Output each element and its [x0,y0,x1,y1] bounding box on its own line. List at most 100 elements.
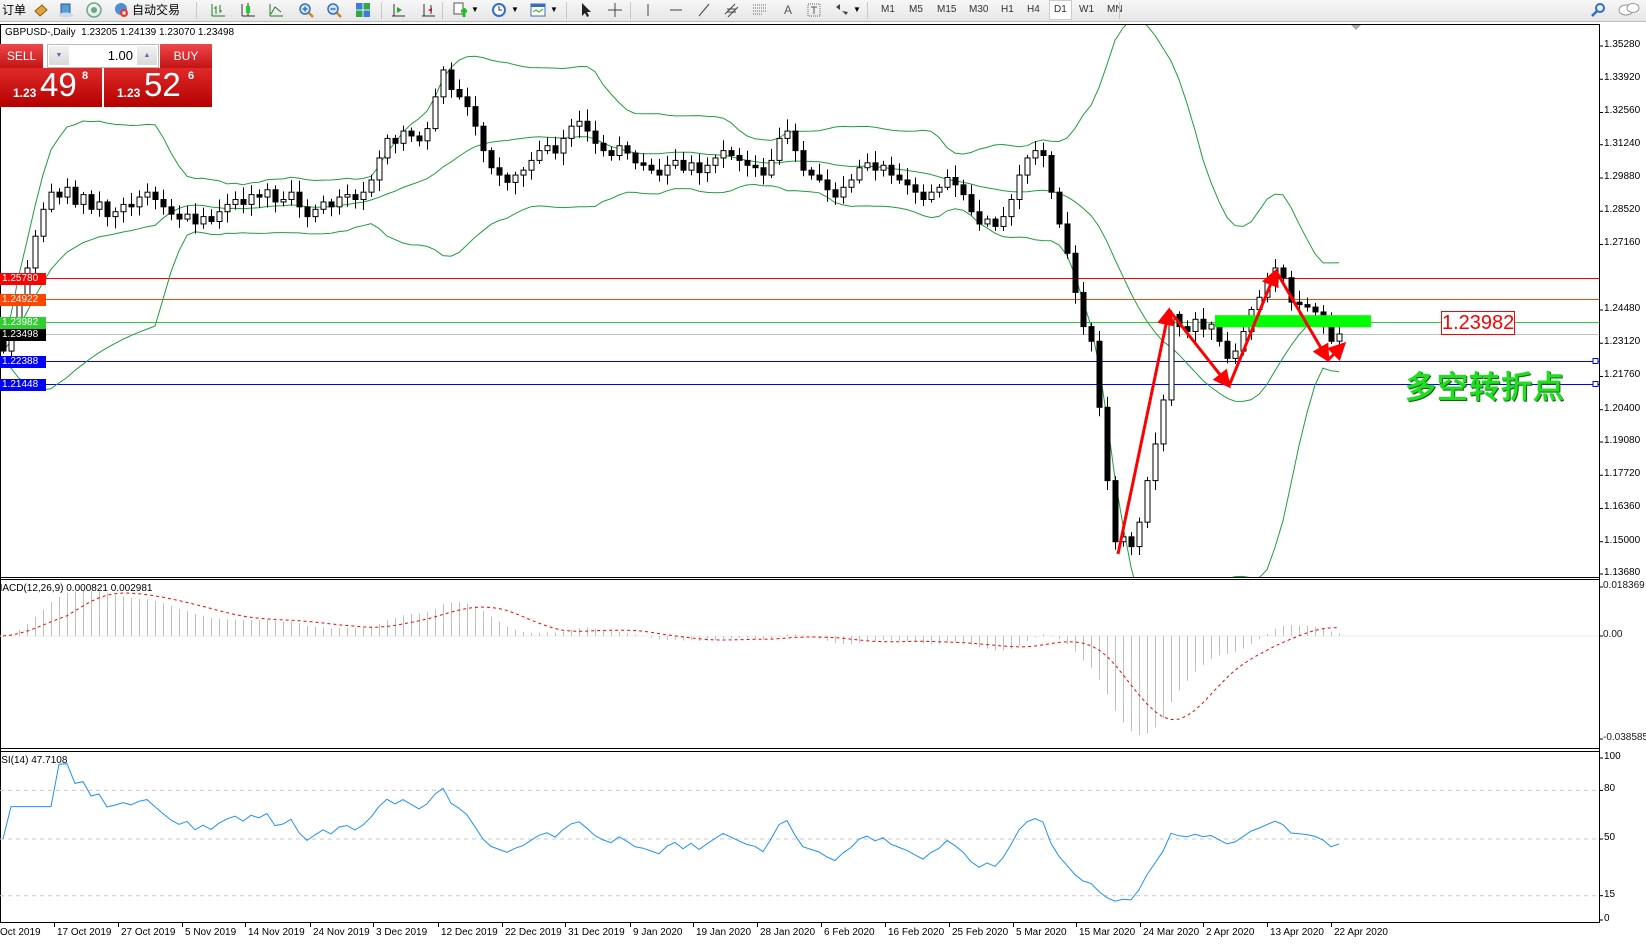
timeframe-mn[interactable]: MN [1107,4,1123,15]
candle [960,179,967,201]
bull-candle-body [312,208,319,218]
chat-icon[interactable] [1618,2,1640,18]
bear-candle-body [952,177,959,186]
candle [1136,517,1143,556]
buy-price-fraction: 6 [188,70,195,82]
sell-button[interactable]: SELL [0,44,43,68]
candle [432,88,439,132]
volume-increase-button[interactable]: ▲ [137,46,157,65]
candle [144,183,151,206]
bear-candle-body [1112,480,1119,543]
chart-shift-icon[interactable] [420,2,436,18]
candle [48,183,55,213]
horizontal-line-icon[interactable] [668,2,684,18]
timeframe-m30[interactable]: M30 [969,4,989,15]
orders-icon[interactable] [33,2,49,18]
candle [760,157,767,185]
date-label: 28 Jan 2020 [760,927,816,938]
equidistant-channel-icon[interactable] [724,2,740,18]
price-level-label: 1.21448 [0,378,46,391]
arrows-dropdown-icon[interactable]: ▼ [853,5,861,14]
bear-candle-body [608,150,615,157]
indicators-icon[interactable] [452,2,468,18]
price-level-label: 1.23498 [0,328,46,341]
bull-candle-body [288,191,295,201]
tile-windows-icon[interactable] [355,2,371,18]
signals-icon[interactable] [86,2,102,18]
candle [1128,532,1135,556]
candle [56,188,63,205]
candle [400,125,407,151]
reversal-point-text[interactable]: 多空转折点 [1405,370,1565,406]
candle [368,174,375,197]
bull-candle-body [1160,399,1167,445]
one-click-trading-panel: SELL ▼ 1.00 ▲ BUY 1.23 49 8 1.23 52 6 [0,44,212,107]
vertical-line-icon[interactable] [640,2,656,18]
bear-candle-body [104,201,111,218]
price-annotation-box[interactable]: 1.23982 [1441,311,1515,335]
candle [1224,331,1231,364]
text-icon[interactable]: A [784,3,793,17]
timeframe-h4[interactable]: H4 [1027,4,1040,15]
candlestick-icon[interactable] [240,2,256,18]
timeframe-m5[interactable]: M5 [909,4,923,15]
timeframe-d1[interactable]: D1 [1049,0,1072,20]
timeframe-m1[interactable]: M1 [881,4,895,15]
bear-candle-body [296,191,303,208]
crosshair-icon[interactable] [607,2,623,18]
bar-chart-icon[interactable] [210,2,226,18]
candle [272,185,279,213]
volume-stepper[interactable]: ▼ 1.00 ▲ [47,44,159,68]
bear-candle-body [896,174,903,181]
candle [488,147,495,175]
templates-dropdown-icon[interactable]: ▼ [550,5,558,14]
timeframe-w1[interactable]: W1 [1079,4,1094,15]
bear-candle-body [208,216,215,223]
sell-price[interactable]: 1.23 49 8 [0,66,102,107]
candle [808,167,815,180]
search-icon[interactable] [1590,2,1606,18]
bear-candle-body [1200,318,1207,330]
candle [936,184,943,198]
arrows-icon[interactable] [834,2,850,18]
rsi-line [2,763,1340,902]
chart-border [0,24,1600,923]
separator [1119,2,1120,19]
buy-price[interactable]: 1.23 52 6 [104,66,212,107]
timeframe-m15[interactable]: M15 [937,4,957,15]
bull-candle-body [200,216,207,225]
zoom-in-icon[interactable] [298,2,314,18]
bull-candle-body [664,164,671,176]
indicators-dropdown-icon[interactable]: ▼ [471,5,479,14]
candle [416,131,423,147]
buy-button[interactable]: BUY [160,44,212,68]
periods-icon[interactable] [491,2,507,18]
candle [480,122,487,163]
bear-candle-body [1096,340,1103,408]
bull-candle-body [568,125,575,139]
volume-decrease-button[interactable]: ▼ [49,46,69,65]
date-label: 27 Oct 2019 [121,927,176,938]
timeframe-h1[interactable]: H1 [1001,4,1014,15]
bear-candle-body [488,150,495,169]
fibonacci-icon[interactable] [752,2,768,18]
autotrade-icon[interactable] [113,2,129,18]
orders-button[interactable]: 订单 [2,3,27,17]
autotrade-button[interactable]: 自动交易 [132,3,181,17]
trendline-icon[interactable] [696,2,712,18]
volume-input[interactable]: 1.00 [107,48,133,63]
navigator-icon[interactable] [58,2,74,18]
bull-candle-body [1016,174,1023,201]
cursor-icon[interactable] [578,2,594,18]
periods-dropdown-icon[interactable]: ▼ [511,5,519,14]
bear-candle-body [352,194,359,201]
autoscroll-icon[interactable] [390,2,406,18]
bear-candle-body [448,69,455,91]
text-label-icon[interactable] [806,2,822,18]
bear-candle-body [168,206,175,215]
line-chart-icon[interactable] [268,2,284,18]
zoom-out-icon[interactable] [326,2,342,18]
templates-icon[interactable] [530,2,546,18]
candle [1208,321,1215,340]
